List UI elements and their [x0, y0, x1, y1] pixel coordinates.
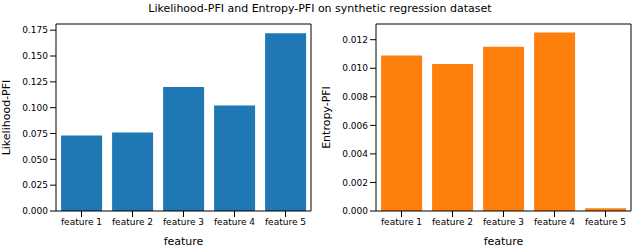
svg-text:feature 4: feature 4 — [534, 217, 575, 227]
svg-text:0.004: 0.004 — [342, 149, 368, 159]
svg-text:0.010: 0.010 — [342, 63, 368, 73]
svg-text:Likelihood-PFI: Likelihood-PFI — [8, 80, 13, 156]
svg-text:feature 5: feature 5 — [265, 217, 306, 227]
svg-text:0.100: 0.100 — [22, 103, 48, 113]
svg-text:0.012: 0.012 — [342, 35, 368, 45]
svg-text:0.175: 0.175 — [22, 25, 48, 35]
svg-text:feature 5: feature 5 — [585, 217, 626, 227]
svg-text:0.150: 0.150 — [22, 51, 48, 61]
svg-text:Entropy-PFI: Entropy-PFI — [320, 86, 333, 149]
svg-text:0.000: 0.000 — [342, 206, 368, 216]
svg-text:0.025: 0.025 — [22, 180, 48, 190]
svg-text:feature 3: feature 3 — [163, 217, 204, 227]
svg-text:feature 2: feature 2 — [432, 217, 473, 227]
svg-text:feature: feature — [164, 235, 204, 245]
svg-text:feature 1: feature 1 — [61, 217, 102, 227]
svg-text:feature 3: feature 3 — [483, 217, 524, 227]
svg-text:0.125: 0.125 — [22, 77, 48, 87]
svg-text:0.050: 0.050 — [22, 155, 48, 165]
svg-text:0.006: 0.006 — [342, 121, 368, 131]
html-text:Likelihood-PFI and Entropy-PFI: Likelihood-PFI and Entropy-PFI on synthe… — [148, 2, 492, 15]
svg-text:feature: feature — [484, 235, 524, 245]
svg-text:0.002: 0.002 — [342, 178, 368, 188]
svg-text:feature 2: feature 2 — [112, 217, 153, 227]
svg-text:0.075: 0.075 — [22, 129, 48, 139]
svg-text:0.000: 0.000 — [22, 206, 48, 216]
svg-text:0.008: 0.008 — [342, 92, 368, 102]
svg-text:feature 4: feature 4 — [214, 217, 255, 227]
svg-text:feature 1: feature 1 — [381, 217, 422, 227]
